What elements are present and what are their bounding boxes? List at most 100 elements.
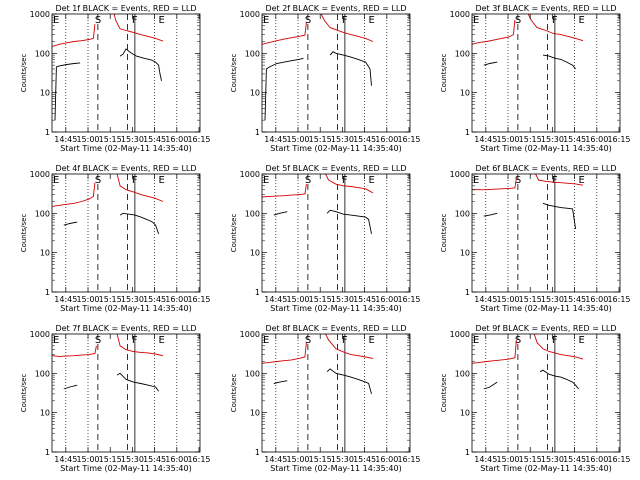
plot-frame (261, 13, 411, 133)
marker-label-f: F (552, 175, 558, 186)
x-tick-label: 16:15 (607, 295, 630, 304)
x-tick-label: 15:00 (76, 455, 99, 464)
x-tick-label: 16:15 (187, 455, 210, 464)
plot-frame (261, 333, 411, 453)
x-tick-label: 16:00 (375, 295, 398, 304)
marker-label-s: S (95, 335, 101, 346)
y-axis-label: Counts/sec (230, 374, 238, 413)
y-tick-label: 100 (455, 209, 470, 218)
y-tick-label: 10 (460, 249, 470, 258)
x-axis-label: Start Time (02-May-11 14:35:40) (480, 464, 611, 473)
y-tick-label: 10 (40, 409, 50, 418)
y-tick-label: 100 (455, 369, 470, 378)
marker-label-s: S (515, 175, 521, 186)
x-tick-label: 15:15 (519, 135, 542, 144)
x-tick-label: 15:30 (331, 455, 354, 464)
y-tick-label: 100 (245, 49, 260, 58)
y-tick-label: 10 (460, 89, 470, 98)
x-tick-label: 16:00 (165, 135, 188, 144)
series-lld-segment (51, 345, 97, 357)
x-tick-label: 15:00 (76, 295, 99, 304)
panel-det-2: Det 2f BLACK = Events, RED = LLD E S F E 1 10 1… (230, 4, 421, 153)
y-tick-label: 1000 (450, 170, 470, 179)
series-events-segment (264, 57, 304, 121)
series-events-segment (542, 54, 576, 70)
marker-label-e2: E (369, 335, 375, 346)
y-tick-label: 10 (460, 409, 470, 418)
series-lld-segment (51, 24, 96, 47)
panel-det-5: Det 5f BLACK = Events, RED = LLD E S F E 1 10 1… (230, 164, 421, 313)
x-tick-label: 16:15 (397, 135, 420, 144)
y-tick-label: 1000 (240, 170, 260, 179)
series-lld-segment (471, 20, 516, 45)
plot-frame (471, 13, 621, 133)
y-tick-label: 1 (255, 448, 260, 457)
x-tick-label: 15:30 (121, 295, 144, 304)
plot-frame (51, 13, 201, 133)
x-tick-label: 15:00 (286, 135, 309, 144)
x-axis-label: Start Time (02-May-11 14:35:40) (270, 464, 401, 473)
series-lld-segment (325, 173, 374, 194)
plot-frame (51, 333, 201, 453)
y-tick-label: 100 (245, 209, 260, 218)
x-axis-label: Start Time (02-May-11 14:35:40) (270, 304, 401, 313)
x-tick-label: 15:15 (309, 295, 332, 304)
x-tick-label: 15:15 (99, 455, 122, 464)
y-tick-label: 1000 (30, 170, 50, 179)
series-lld-segment (51, 182, 96, 207)
y-tick-label: 1 (255, 288, 260, 297)
y-axis-label: Counts/sec (230, 214, 238, 253)
series-lld-segment (472, 177, 517, 191)
plot-frame (471, 173, 621, 293)
marker-label-f: F (132, 15, 138, 26)
x-tick-label: 16:00 (165, 455, 188, 464)
marker-label-e: E (473, 335, 479, 346)
marker-label-f: F (342, 15, 348, 26)
series-lld-segment (116, 173, 164, 202)
series-events-segment (273, 211, 288, 216)
marker-label-s: S (305, 15, 311, 26)
plot-frame (51, 173, 201, 293)
panel-det-6: Det 6f BLACK = Events, RED = LLD E S F E 1 10 1… (440, 164, 631, 313)
x-tick-label: 16:15 (397, 455, 420, 464)
series-lld-segment (261, 342, 307, 364)
y-tick-label: 100 (245, 369, 260, 378)
y-tick-label: 1000 (240, 10, 260, 19)
y-axis-label: Counts/sec (20, 54, 28, 93)
x-axis-label: Start Time (02-May-11 14:35:40) (480, 144, 611, 153)
y-axis-label: Counts/sec (20, 374, 28, 413)
y-tick-label: 10 (250, 89, 260, 98)
x-tick-label: 16:15 (607, 135, 630, 144)
marker-label-e2: E (369, 15, 375, 26)
x-tick-label: 15:45 (353, 455, 376, 464)
series-events-segment (63, 221, 78, 226)
y-tick-label: 1 (45, 288, 50, 297)
x-tick-label: 15:45 (563, 295, 586, 304)
panel-title: Det 6f BLACK = Events, RED = LLD (475, 164, 616, 173)
x-tick-label: 15:45 (143, 455, 166, 464)
marker-label-e2: E (579, 335, 585, 346)
y-tick-label: 100 (35, 49, 50, 58)
y-tick-label: 1 (465, 448, 470, 457)
x-tick-label: 16:00 (585, 455, 608, 464)
y-tick-label: 1 (465, 128, 470, 137)
y-tick-label: 1 (255, 128, 260, 137)
marker-label-f: F (342, 175, 348, 186)
y-tick-label: 10 (250, 409, 260, 418)
x-tick-label: 15:00 (496, 455, 519, 464)
y-axis-label: Counts/sec (440, 214, 448, 253)
marker-label-e2: E (159, 335, 165, 346)
marker-label-e2: E (369, 175, 375, 186)
marker-label-s: S (95, 15, 101, 26)
series-lld-segment (533, 333, 584, 360)
panel-title: Det 7f BLACK = Events, RED = LLD (55, 324, 196, 333)
y-tick-label: 100 (35, 209, 50, 218)
x-tick-label: 15:45 (353, 295, 376, 304)
series-events-segment (116, 372, 159, 392)
series-lld-segment (261, 184, 307, 198)
x-tick-label: 15:45 (143, 295, 166, 304)
y-axis-label: Counts/sec (440, 54, 448, 93)
x-tick-label: 15:45 (353, 135, 376, 144)
marker-label-f: F (552, 335, 558, 346)
x-tick-label: 15:00 (76, 135, 99, 144)
